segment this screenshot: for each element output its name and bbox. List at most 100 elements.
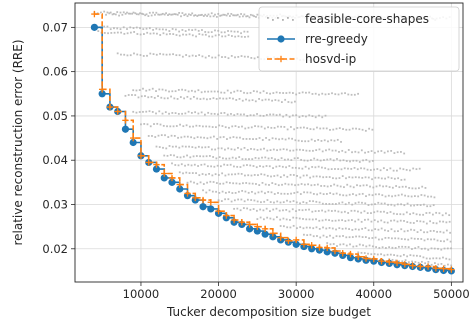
- feasible-core-shape-point: [261, 139, 264, 141]
- feasible-core-shape-point: [266, 149, 269, 152]
- feasible-core-shape-point: [150, 14, 153, 17]
- feasible-core-shape-point: [394, 194, 397, 197]
- feasible-core-shape-point: [262, 165, 265, 168]
- feasible-core-shape-point: [323, 159, 325, 161]
- feasible-core-shape-point: [339, 243, 342, 246]
- feasible-core-shape-point: [212, 156, 215, 158]
- feasible-core-shape-point: [204, 56, 207, 59]
- feasible-core-shape-point: [282, 201, 285, 204]
- feasible-core-shape-point: [208, 173, 210, 175]
- legend-item: feasible-core-shapes: [267, 12, 429, 26]
- feasible-core-shape-point: [240, 198, 243, 201]
- feasible-core-shape-point: [321, 116, 324, 119]
- feasible-core-shape-point: [314, 116, 317, 119]
- feasible-core-shape-point: [417, 261, 420, 264]
- feasible-core-shape-point: [255, 183, 257, 185]
- feasible-core-shape-point: [191, 146, 194, 148]
- feasible-core-shape-point: [129, 12, 132, 15]
- feasible-core-shape-point: [365, 245, 368, 248]
- feasible-core-shape-point: [211, 190, 214, 193]
- feasible-core-shape-point: [210, 12, 213, 15]
- feasible-core-shape-point: [339, 193, 341, 196]
- feasible-core-shape-point: [364, 176, 367, 179]
- feasible-core-shape-point: [282, 115, 285, 118]
- feasible-core-shape-point: [331, 219, 334, 222]
- feasible-core-shape-point: [237, 172, 240, 175]
- feasible-core-shape-point: [185, 33, 188, 36]
- feasible-core-shape-point: [159, 34, 162, 36]
- feasible-core-shape-point: [263, 147, 265, 150]
- feasible-core-shape-point: [264, 156, 267, 159]
- feasible-core-shape-point: [216, 164, 219, 167]
- feasible-core-shape-point: [392, 169, 395, 172]
- hosvd-ip-point: [223, 212, 230, 219]
- feasible-core-shape-point: [283, 126, 286, 128]
- hosvd-ip-point: [331, 247, 339, 255]
- feasible-core-shape-point: [246, 198, 249, 201]
- feasible-core-shape-point: [265, 137, 267, 139]
- feasible-core-shape-point: [251, 190, 253, 193]
- feasible-core-shape-point: [336, 245, 338, 247]
- feasible-core-shape-point: [364, 227, 367, 229]
- feasible-core-shape-point: [433, 238, 436, 241]
- hosvd-ip-point: [308, 242, 315, 249]
- feasible-core-shape-point: [240, 32, 242, 35]
- feasible-core-shape-point: [289, 200, 292, 203]
- feasible-core-shape-point: [278, 113, 281, 116]
- feasible-core-shape-point: [327, 168, 330, 171]
- hosvd-ip-point: [386, 258, 393, 266]
- feasible-core-shape-point: [164, 111, 167, 114]
- feasible-core-shape-point: [259, 208, 262, 211]
- feasible-core-shape-point: [192, 125, 195, 128]
- feasible-core-shape-point: [288, 210, 291, 213]
- feasible-core-shape-point: [217, 29, 220, 32]
- legend-box: [258, 6, 460, 72]
- feasible-core-shape-point: [420, 260, 423, 263]
- feasible-core-shape-point: [127, 94, 130, 96]
- feasible-core-shape-point: [274, 158, 276, 161]
- feasible-core-shape-point: [155, 53, 158, 56]
- feasible-core-shape-point: [373, 253, 376, 255]
- feasible-core-shape-point: [310, 159, 312, 161]
- feasible-core-shape-point: [327, 93, 330, 95]
- feasible-core-shape-point: [215, 15, 218, 18]
- feasible-core-shape-point: [243, 55, 246, 58]
- feasible-core-shape-point: [264, 98, 267, 101]
- feasible-core-shape-point: [287, 137, 290, 140]
- feasible-core-shape-point: [140, 95, 143, 98]
- feasible-core-shape-point: [445, 221, 448, 224]
- feasible-core-shape-point: [183, 14, 186, 17]
- feasible-core-shape-point: [322, 176, 325, 179]
- feasible-core-shape-point: [202, 155, 205, 158]
- feasible-core-shape-point: [400, 151, 402, 153]
- feasible-core-shape-point: [405, 211, 408, 214]
- rre-greedy-point: [129, 138, 137, 147]
- feasible-core-shape-point: [357, 201, 360, 204]
- feasible-core-shape-point: [324, 210, 327, 213]
- feasible-core-shape-point: [361, 227, 364, 230]
- feasible-core-shape-point: [410, 228, 412, 231]
- feasible-core-shape-point: [163, 154, 166, 157]
- feasible-core-shape-point: [219, 182, 222, 185]
- feasible-core-shape-point: [281, 183, 283, 186]
- feasible-core-shape-point: [358, 161, 361, 163]
- feasible-core-shape-point: [378, 184, 381, 187]
- feasible-core-shape-point: [415, 213, 418, 216]
- feasible-core-shape-point: [405, 168, 408, 171]
- feasible-core-shape-point: [257, 157, 260, 160]
- feasible-core-shape-point: [386, 221, 389, 224]
- feasible-core-shape-point: [110, 32, 113, 34]
- feasible-core-shape-point: [295, 114, 298, 117]
- feasible-core-shape-point: [195, 124, 198, 127]
- x-tick-label: 50000: [433, 287, 469, 301]
- feasible-core-shape-point: [176, 13, 179, 16]
- feasible-core-shape-point: [432, 204, 435, 207]
- feasible-core-shape-point: [284, 182, 287, 185]
- feasible-core-shape-point: [395, 169, 398, 172]
- feasible-core-shape-point: [163, 13, 166, 16]
- feasible-core-shape-point: [228, 157, 231, 160]
- feasible-core-shape-point: [229, 136, 232, 139]
- feasible-core-shape-point: [337, 210, 340, 213]
- feasible-core-shape-point: [178, 54, 181, 57]
- feasible-core-shape-point: [243, 30, 246, 33]
